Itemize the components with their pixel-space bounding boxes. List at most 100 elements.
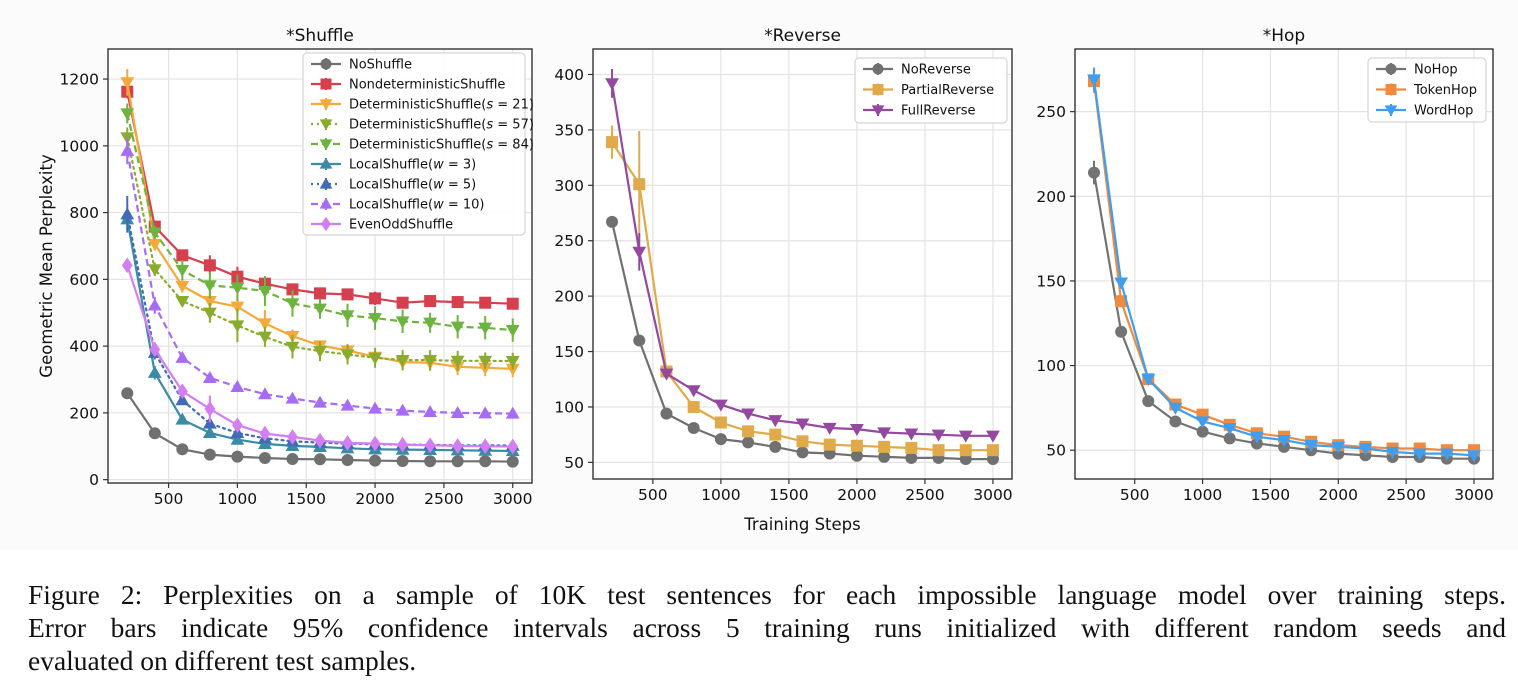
data-point (202, 295, 217, 308)
x-tick-label: 3000 (493, 490, 532, 508)
data-point (506, 455, 519, 468)
data-point (769, 428, 782, 441)
y-tick-label: 200 (69, 404, 99, 422)
legend-label-rest: = 3) (444, 158, 477, 173)
data-point (313, 346, 327, 359)
legend-label-var: s (486, 98, 493, 113)
data-point (451, 296, 464, 309)
y-tick-label: 350 (554, 121, 584, 139)
legend-marker (319, 99, 333, 111)
data-point (905, 441, 918, 454)
data-point (1358, 443, 1373, 456)
y-tick-label: 300 (554, 177, 584, 195)
data-point (450, 355, 465, 368)
legend-label-main: LocalShuffle( (349, 198, 433, 213)
data-point (176, 383, 188, 399)
chart-title: *Hop (1263, 26, 1305, 46)
data-point (202, 370, 217, 383)
legend-item: LocalShuffle(w = 3) (311, 158, 476, 173)
data-point (341, 453, 354, 466)
legend-label: TokenHop (1413, 83, 1477, 98)
data-point (768, 415, 783, 428)
data-point (878, 450, 891, 463)
data-point (1142, 395, 1155, 408)
legend-item: LocalShuffle(w = 5) (311, 178, 476, 193)
legend-marker (871, 105, 885, 117)
data-point (478, 322, 493, 335)
data-point (1115, 295, 1128, 308)
legend-marker (1384, 105, 1398, 117)
legend-label: EvenOddShuffle (349, 218, 453, 233)
data-point (423, 317, 438, 330)
data-point (314, 287, 326, 300)
caption-line-1: Figure 2: Perplexities on a sample of 10… (28, 579, 1506, 610)
data-point (285, 341, 300, 354)
chart-panel-2: 500 1000 1500 2000 2500 3000 50 100 150 200 250 300… (554, 26, 1013, 534)
y-tick-label: 250 (554, 232, 584, 250)
axes-frame (1074, 48, 1494, 480)
data-point (202, 426, 217, 439)
data-point (231, 450, 244, 463)
data-point (687, 400, 700, 413)
y-tick-label: 50 (1046, 442, 1066, 460)
data-point (175, 295, 190, 308)
data-point (1168, 402, 1183, 415)
legend-label-rest: = 84) (493, 138, 534, 153)
data-point (175, 264, 190, 277)
data-point (202, 280, 217, 293)
data-point (1277, 434, 1291, 447)
legend-box (854, 57, 1008, 124)
data-point (175, 412, 190, 425)
x-tick-label: 500 (154, 490, 184, 508)
x-tick-label: 1000 (1183, 486, 1222, 504)
data-point (120, 143, 135, 156)
data-point (505, 324, 520, 337)
data-point (424, 295, 437, 308)
y-tick-label: 150 (1036, 272, 1066, 290)
data-point (931, 429, 946, 442)
legend-label-main: DeterministicShuffle( (349, 98, 486, 113)
y-tick-label: 100 (554, 398, 584, 416)
legend-box (1367, 57, 1487, 123)
y-tick-label: 600 (69, 271, 99, 289)
x-tick-label: 3000 (1454, 486, 1493, 504)
data-point (478, 355, 493, 368)
data-point (175, 350, 190, 363)
data-point (850, 439, 863, 452)
data-point (822, 422, 837, 435)
data-point (340, 310, 355, 323)
legend: NoReverse PartialReverse FullReverse (854, 57, 1008, 124)
data-point (1169, 415, 1182, 428)
data-point (230, 301, 245, 314)
series-WordHop (1087, 67, 1481, 463)
legend-marker (320, 78, 332, 90)
legend-label: LocalShuffle(w = 3) (349, 158, 476, 173)
x-tick-label: 1500 (287, 490, 326, 508)
data-point (368, 352, 382, 365)
y-tick-label: 0 (89, 471, 99, 489)
data-point (285, 391, 300, 404)
legend-item: DeterministicShuffle(s = 84) (311, 138, 534, 153)
legend-marker (319, 139, 333, 151)
data-point (796, 435, 809, 448)
data-point (176, 443, 189, 456)
series-LocalShuffle(w=10) (120, 137, 520, 419)
data-point (424, 437, 436, 454)
data-point (202, 307, 217, 320)
data-point (606, 215, 619, 228)
legend-label-main: LocalShuffle( (349, 178, 433, 193)
data-point (147, 227, 162, 240)
x-tick-label: 3000 (973, 486, 1012, 504)
data-point (959, 444, 972, 457)
data-point (452, 438, 464, 454)
series-EvenOddShuffle (121, 257, 519, 455)
y-tick-label: 100 (1036, 357, 1066, 375)
series-DeterministicShuffle(s=57) (120, 127, 520, 371)
data-point (660, 407, 673, 420)
x-tick-label: 1500 (769, 486, 808, 504)
legend-item: EvenOddShuffle (311, 216, 453, 233)
series-FullReverse (605, 68, 1000, 443)
legend-label-main: DeterministicShuffle( (349, 138, 486, 153)
data-point (795, 418, 810, 431)
data-point (877, 427, 892, 440)
